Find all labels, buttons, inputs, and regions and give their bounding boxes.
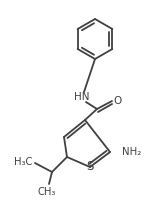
Text: H₃C: H₃C (14, 157, 32, 167)
Text: S: S (86, 160, 94, 174)
Text: O: O (113, 96, 121, 106)
Text: CH₃: CH₃ (38, 187, 56, 197)
Text: HN: HN (74, 92, 90, 102)
Text: NH₂: NH₂ (122, 147, 141, 157)
